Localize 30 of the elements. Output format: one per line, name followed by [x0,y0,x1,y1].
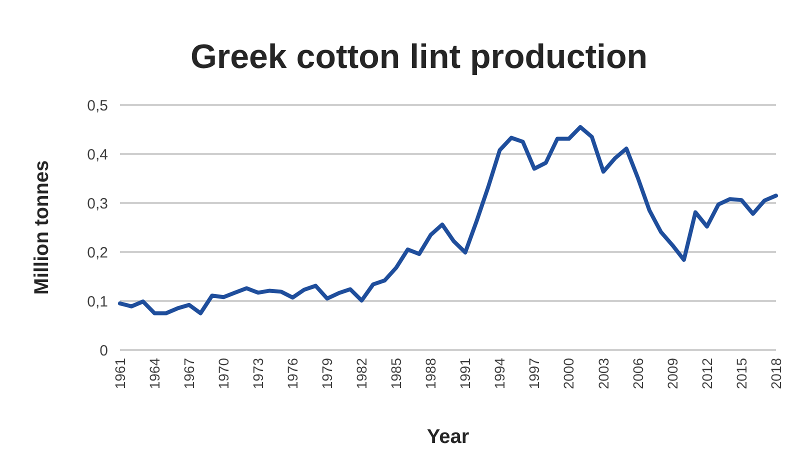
x-tick-label: 2018 [768,358,784,390]
x-tick-label: 1985 [388,358,404,390]
chart-title: Greek cotton lint production [190,38,648,76]
x-tick-label: 2000 [560,358,577,390]
y-tick-label: 0,4 [87,146,108,164]
x-tick-label: 2003 [595,358,612,390]
x-tick-label: 2006 [630,358,646,390]
y-tick-label: 0,3 [87,195,108,212]
x-tick-label: 2009 [664,358,680,390]
x-tick-label: 1973 [250,358,266,390]
y-tick-label: 0,1 [87,293,108,310]
x-tick-label: 1994 [492,358,508,390]
x-tick-label: 2015 [733,358,750,390]
x-tick-label: 1979 [319,358,336,390]
x-tick-label: 1961 [112,358,128,390]
x-tick-label: 1982 [354,358,370,390]
x-tick-label: 1997 [526,358,542,390]
y-tick-label: 0 [100,342,108,360]
x-tick-label: 1970 [215,358,232,390]
y-tick-label: 0,2 [87,244,108,262]
line-series [118,125,778,316]
x-tick-label: 1988 [422,358,439,390]
y-axis-title: Million tonnes [31,160,53,295]
x-tick-label: 1976 [284,358,301,390]
x-tick-label: 1991 [457,358,474,390]
x-tick-label: 1964 [146,358,162,390]
y-tick-label: 0,5 [87,97,108,114]
x-tick-label: 2012 [698,358,715,390]
x-axis-title: Year [426,426,470,448]
x-tick-label: 1967 [180,358,197,390]
